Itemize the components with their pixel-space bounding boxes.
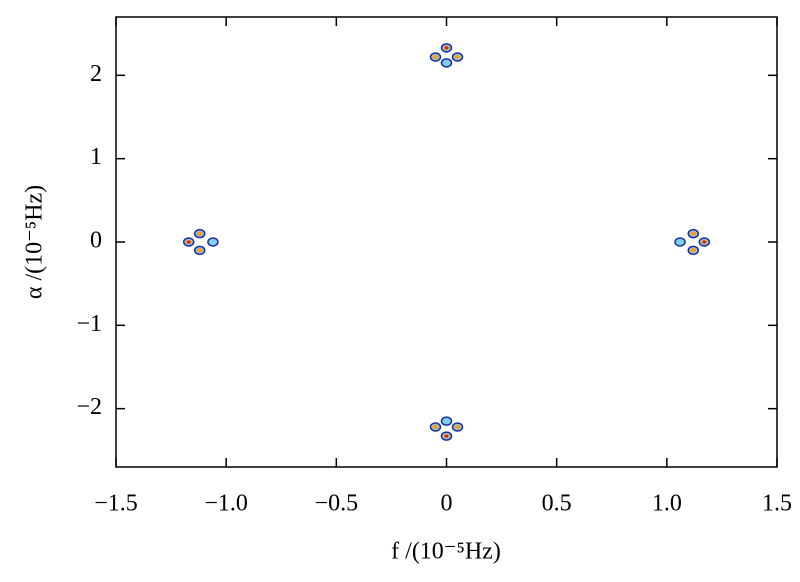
contour-point — [196, 231, 203, 237]
x-tick-label: 1.0 — [652, 491, 682, 517]
x-axis-title: f /(10⁻⁵Hz) — [391, 539, 501, 565]
x-tick-label: 0 — [441, 491, 453, 517]
contour-point — [454, 54, 461, 60]
contour-point — [432, 54, 439, 60]
y-tick-label: 0 — [90, 228, 102, 254]
contour-point — [702, 240, 707, 244]
contour-point — [207, 237, 219, 247]
y-tick-label: 1 — [90, 144, 102, 170]
contour-point — [690, 231, 697, 237]
x-tick-label: 0.5 — [542, 491, 572, 517]
contour-point — [196, 247, 203, 253]
contour-point — [440, 58, 453, 68]
x-tick-label: −0.5 — [315, 491, 359, 517]
contour-point — [432, 424, 439, 430]
y-tick-label: −2 — [76, 394, 102, 420]
contour-point — [690, 247, 697, 253]
x-tick-label: −1.0 — [204, 491, 248, 517]
contour-point — [186, 240, 191, 244]
contour-point — [454, 424, 461, 430]
y-tick-label: 2 — [90, 61, 102, 87]
x-tick-label: 1.5 — [762, 491, 792, 517]
contour-point — [444, 434, 449, 438]
y-axis-title: α /(10⁻⁵Hz) — [22, 185, 48, 299]
y-tick-label: −1 — [76, 311, 102, 337]
x-tick-label: −1.5 — [94, 491, 138, 517]
contour-point — [444, 46, 449, 50]
contour-point — [674, 237, 686, 247]
contour-point — [440, 416, 453, 426]
